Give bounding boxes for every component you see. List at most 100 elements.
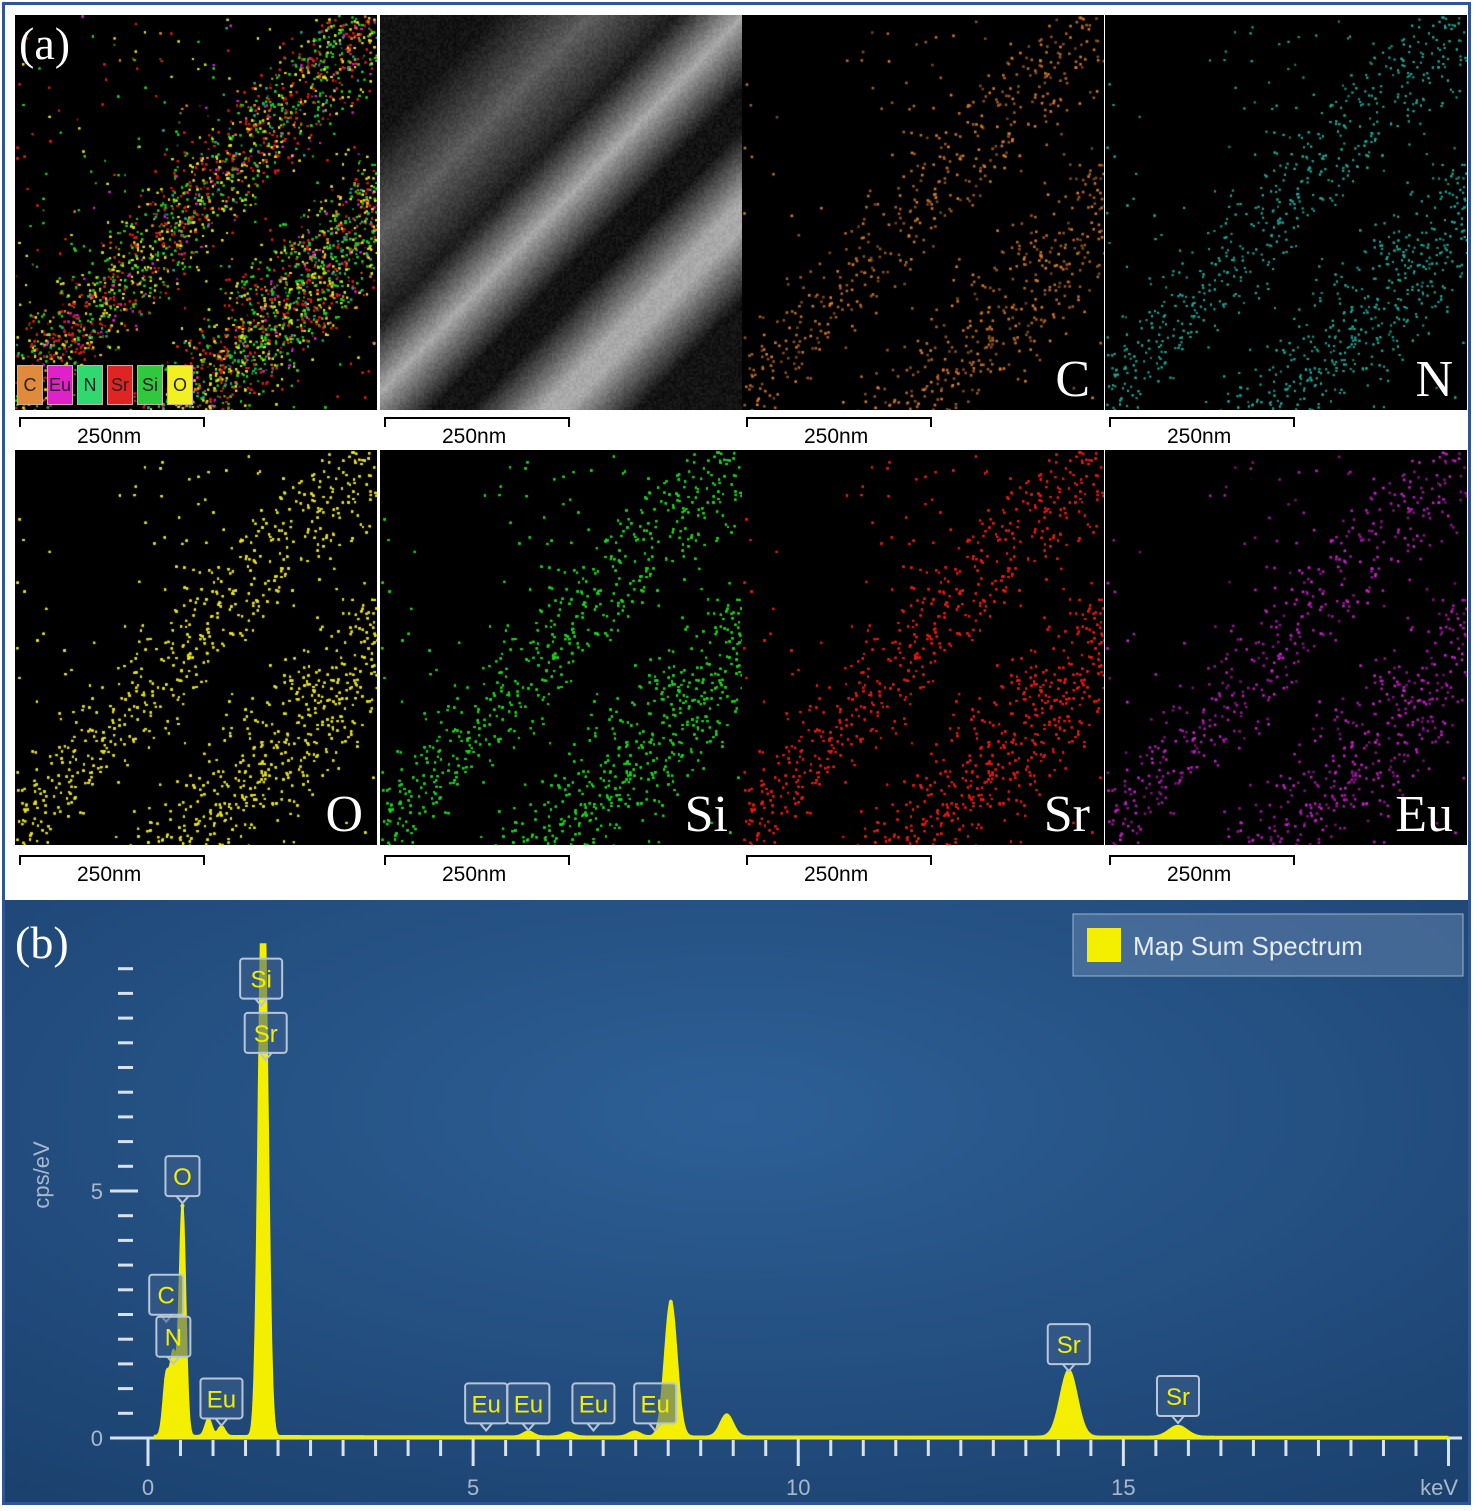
scale-bar-label: 250nm — [804, 425, 869, 448]
spectrum-peak — [206, 1418, 211, 1423]
scale-bar-label: 250nm — [1167, 863, 1232, 886]
scale-bar-label: 250nm — [77, 863, 142, 886]
annotation-box — [199, 1377, 244, 1420]
spectrum-peak — [1175, 1425, 1180, 1430]
x-tick-label: 10 — [786, 1475, 810, 1500]
annotation-pointer — [521, 1422, 536, 1432]
annotation-pointer — [648, 1422, 662, 1432]
annotation-box — [633, 1382, 678, 1425]
map-pixels — [742, 15, 1104, 410]
y-axis-label: cps/eV — [29, 1141, 54, 1209]
annotation-label: Sr — [1057, 1332, 1081, 1359]
peak-annotation: Eu — [506, 1382, 551, 1432]
y-tick-label: 5 — [91, 1179, 103, 1204]
annotation-box — [239, 957, 284, 1000]
peak-annotation: O — [164, 1155, 201, 1205]
element-label: Eu — [1395, 786, 1453, 843]
annotation-pointer — [166, 1356, 181, 1366]
peak-annotation: Eu — [464, 1382, 509, 1432]
spectrum-chart: (b) 0 5 cps/eV 0 5 10 15 keV Si Sr O CN Eu Eu Eu Eu Eu Sr S… — [5, 900, 1468, 1502]
peak-annotation: Sr — [243, 1011, 288, 1062]
annotation-label: N — [165, 1325, 182, 1352]
spectrum-background — [5, 900, 1468, 1502]
scale-bar-line — [19, 855, 205, 865]
peak-annotation: C — [148, 1273, 185, 1324]
element-label: O — [325, 786, 363, 843]
legend-chip-n: N — [77, 365, 103, 405]
peak-annotation: N — [155, 1315, 192, 1366]
annotation-label: Eu — [641, 1391, 670, 1418]
annotation-label: Eu — [579, 1391, 608, 1418]
eds-map-eu: Eu — [1105, 450, 1467, 845]
annotation-label: Eu — [514, 1391, 543, 1418]
annotation-box — [164, 1155, 201, 1198]
annotation-pointer — [258, 1052, 273, 1062]
spectrum-peak — [219, 1426, 224, 1431]
scale-bar-label: 250nm — [442, 863, 507, 886]
map-pixels — [742, 450, 1104, 845]
peak-annotation: Eu — [199, 1377, 244, 1428]
eds-map-si: Si — [380, 450, 742, 845]
map-pixels — [15, 15, 377, 410]
scale-bar-line — [746, 417, 932, 427]
eds-composite-map: (a) C Eu N Sr Si O — [15, 15, 377, 410]
haadf-image — [380, 15, 742, 410]
spectrum-peak — [632, 1431, 637, 1436]
annotation-pointer — [254, 997, 268, 1008]
annotation-pointer — [214, 1417, 229, 1428]
annotation-box — [571, 1382, 616, 1425]
element-label: Sr — [1043, 786, 1090, 843]
annotation-label: O — [173, 1164, 192, 1191]
scale-bar-label: 250nm — [442, 425, 507, 448]
annotation-pointer — [175, 1195, 190, 1205]
panel-b-tag: (b) — [15, 917, 69, 968]
annotation-label: Sr — [254, 1021, 278, 1048]
legend-chip-si: Si — [137, 365, 163, 405]
scale-bar-line — [1109, 855, 1295, 865]
peak-annotation: Sr — [1046, 1323, 1091, 1373]
peak-annotation: Sr — [1155, 1375, 1200, 1425]
spectrum-peak — [526, 1431, 531, 1436]
map-pixels — [1105, 15, 1467, 410]
map-pixels — [380, 450, 742, 845]
legend-swatch — [1087, 928, 1121, 962]
spectrum-peak — [668, 1300, 673, 1305]
peak-annotation: Si — [239, 957, 284, 1008]
scale-bar-label: 250nm — [1167, 425, 1232, 448]
spectrum-peak — [180, 1203, 185, 1208]
legend-box — [1072, 913, 1464, 977]
legend-chip-c: C — [17, 365, 43, 405]
legend-chip-sr: Sr — [107, 365, 133, 405]
annotation-box — [155, 1315, 192, 1358]
x-tick-label: 0 — [142, 1475, 154, 1500]
scale-bar-line — [1109, 417, 1295, 427]
panel-a-tag: (a) — [19, 18, 71, 69]
eds-map-sr: Sr — [742, 450, 1104, 845]
spectrum-peak — [566, 1432, 571, 1437]
annotation-pointer — [586, 1422, 601, 1432]
eds-map-o: O — [15, 450, 377, 845]
annotation-label: Si — [250, 967, 271, 994]
annotation-pointer — [1171, 1415, 1185, 1425]
map-pixels — [1105, 450, 1467, 845]
annotation-label: C — [158, 1283, 175, 1310]
element-label: C — [1055, 351, 1090, 408]
x-axis-label: keV — [1420, 1475, 1458, 1500]
spectrum-peak — [171, 1356, 176, 1361]
annotation-box — [1046, 1323, 1091, 1366]
x-tick-label: 15 — [1111, 1475, 1135, 1500]
scale-bar-line — [746, 855, 932, 865]
annotation-pointer — [1061, 1363, 1076, 1373]
annotation-pointer — [479, 1422, 493, 1432]
spectrum-peak — [164, 1376, 169, 1381]
spectrum-series — [153, 943, 1450, 1439]
scale-bar-label: 250nm — [804, 863, 869, 886]
annotation-box — [148, 1273, 185, 1316]
annotation-box — [243, 1011, 288, 1054]
legend-label: Map Sum Spectrum — [1133, 931, 1363, 961]
y-tick-label: 0 — [91, 1426, 103, 1451]
annotation-label: Sr — [1166, 1384, 1190, 1411]
scale-bar-label: 250nm — [77, 425, 142, 448]
scale-bar-line — [384, 855, 570, 865]
